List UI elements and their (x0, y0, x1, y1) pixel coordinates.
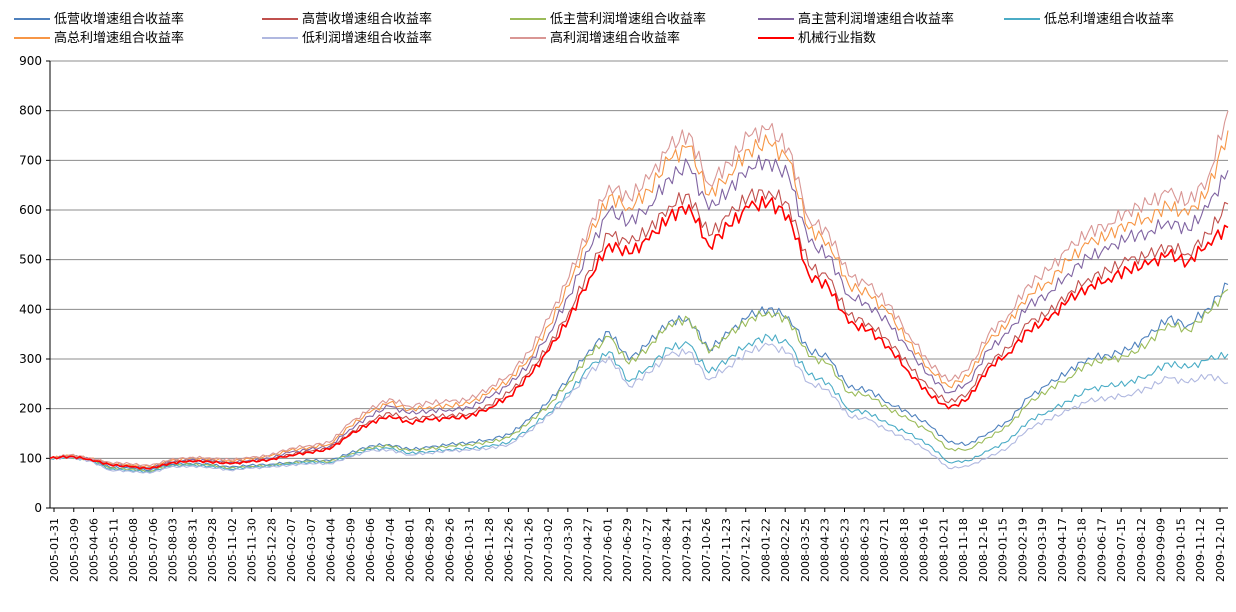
x-tick-label: 2009-05-18 (1076, 518, 1089, 582)
x-tick-label: 2008-09-16 (918, 518, 931, 582)
x-tick-label: 2005-08-31 (186, 518, 199, 582)
y-tick-label: 700 (19, 153, 42, 167)
x-tick-label: 2009-10-15 (1174, 518, 1187, 582)
x-tick-label: 2008-05-23 (839, 518, 852, 582)
x-tick-label: 2009-12-10 (1214, 518, 1227, 582)
series-line-3 (49, 154, 1229, 469)
x-tick-label: 2005-06-08 (127, 518, 140, 582)
series-lines (49, 110, 1229, 474)
series-line-8 (49, 195, 1229, 470)
x-tick-label: 2009-11-12 (1194, 518, 1207, 582)
y-tick-label: 300 (19, 352, 42, 366)
x-tick-label: 2007-10-26 (700, 518, 713, 582)
legend-label-1: 高营收增速组合收益率 (302, 11, 432, 27)
legend-label-7: 高利润增速组合收益率 (550, 30, 680, 46)
x-tick-label: 2005-11-30 (246, 518, 259, 582)
y-axis: 0 100 200 300 400 500 600 700 800 900 (19, 54, 51, 515)
x-tick-label: 2008-06-23 (858, 518, 871, 582)
series-line-7 (49, 110, 1229, 467)
x-tick-label: 2007-09-21 (680, 518, 693, 582)
y-tick-label: 100 (19, 451, 42, 465)
x-tick-label: 2007-03-02 (542, 518, 555, 582)
y-tick-label: 0 (34, 501, 42, 515)
legend-label-0: 低营收增速组合收益率 (54, 11, 184, 27)
y-tick-label: 400 (19, 302, 42, 316)
x-tick-label: 2006-10-31 (463, 518, 476, 582)
y-tick-label: 800 (19, 104, 42, 118)
x-tick-label: 2006-08-01 (404, 518, 417, 582)
legend-label-4: 低总利增速组合收益率 (1044, 11, 1174, 27)
x-tick-label: 2008-02-22 (779, 518, 792, 582)
x-tick-label: 2005-03-09 (68, 518, 81, 582)
x-tick-label: 2008-03-25 (799, 518, 812, 582)
x-tick-label: 2009-07-15 (1115, 518, 1128, 582)
x-tick-label: 2009-04-17 (1056, 518, 1069, 582)
y-tick-label: 500 (19, 253, 42, 267)
x-tick-label: 2005-08-03 (167, 518, 180, 582)
x-tick-label: 2007-08-24 (661, 518, 674, 582)
y-tick-label: 900 (19, 54, 42, 68)
x-tick-label: 2008-08-18 (898, 518, 911, 582)
x-tick-label: 2006-07-04 (384, 518, 397, 582)
x-tick-label: 2005-09-28 (206, 518, 219, 582)
y-tick-label: 600 (19, 203, 42, 217)
x-tick-label: 2009-03-19 (1036, 518, 1049, 582)
x-tick-label: 2005-12-28 (265, 518, 278, 582)
legend-label-3: 高主营利润增速组合收益率 (798, 11, 954, 27)
x-tick-label: 2008-01-22 (759, 518, 772, 582)
x-tick-label: 2006-09-26 (443, 518, 456, 582)
x-tick-label: 2005-11-02 (226, 518, 239, 582)
x-tick-label: 2009-09-09 (1155, 518, 1168, 582)
x-axis: 2005-01-31 2005-03-09 2005-04-06 2005-05-11… (48, 507, 1228, 582)
legend-label-8: 机械行业指数 (798, 31, 876, 46)
x-tick-label: 2008-07-21 (878, 518, 891, 582)
x-tick-label: 2008-04-23 (819, 518, 832, 582)
x-tick-label: 2006-06-06 (364, 518, 377, 582)
x-tick-label: 2006-04-04 (325, 518, 338, 582)
legend-label-6: 低利润增速组合收益率 (302, 30, 432, 46)
x-tick-label: 2009-02-19 (1016, 518, 1029, 582)
x-tick-label: 2006-05-09 (344, 518, 357, 582)
x-tick-label: 2008-11-18 (957, 518, 970, 582)
x-tick-label: 2006-02-07 (285, 518, 298, 582)
x-tick-label: 2008-10-21 (937, 518, 950, 582)
x-tick-label: 2008-12-16 (977, 518, 990, 582)
x-tick-label: 2007-04-27 (582, 518, 595, 582)
legend-label-5: 高总利增速组合收益率 (54, 30, 184, 46)
x-tick-label: 2007-06-29 (621, 518, 634, 582)
legend-label-2: 低主营利润增速组合收益率 (550, 11, 706, 27)
x-tick-label: 2009-08-12 (1135, 518, 1148, 582)
x-tick-label: 2005-05-11 (107, 518, 120, 582)
series-line-6 (49, 342, 1229, 474)
x-tick-label: 2006-03-07 (305, 518, 318, 582)
x-tick-label: 2006-08-29 (423, 518, 436, 582)
x-tick-label: 2009-06-17 (1095, 518, 1108, 582)
series-line-5 (49, 130, 1229, 468)
x-tick-label: 2006-11-28 (483, 518, 496, 582)
y-tick-label: 200 (19, 402, 42, 416)
x-tick-label: 2009-01-15 (997, 518, 1010, 582)
x-tick-label: 2007-01-26 (522, 518, 535, 582)
x-tick-label: 2007-03-30 (562, 518, 575, 582)
x-tick-label: 2005-04-06 (88, 518, 101, 582)
x-tick-label: 2007-12-21 (740, 518, 753, 582)
legend: 低营收增速组合收益率 高营收增速组合收益率 低主营利润增速组合收益率 高主营利润增速组… (14, 11, 1174, 46)
x-tick-label: 2007-07-27 (641, 518, 654, 582)
x-tick-label: 2007-11-23 (720, 518, 733, 582)
x-tick-label: 2006-12-26 (503, 518, 516, 582)
x-tick-label: 2007-06-01 (601, 518, 614, 582)
x-tick-label: 2005-01-31 (48, 518, 61, 582)
x-tick-label: 2005-07-06 (147, 518, 160, 582)
